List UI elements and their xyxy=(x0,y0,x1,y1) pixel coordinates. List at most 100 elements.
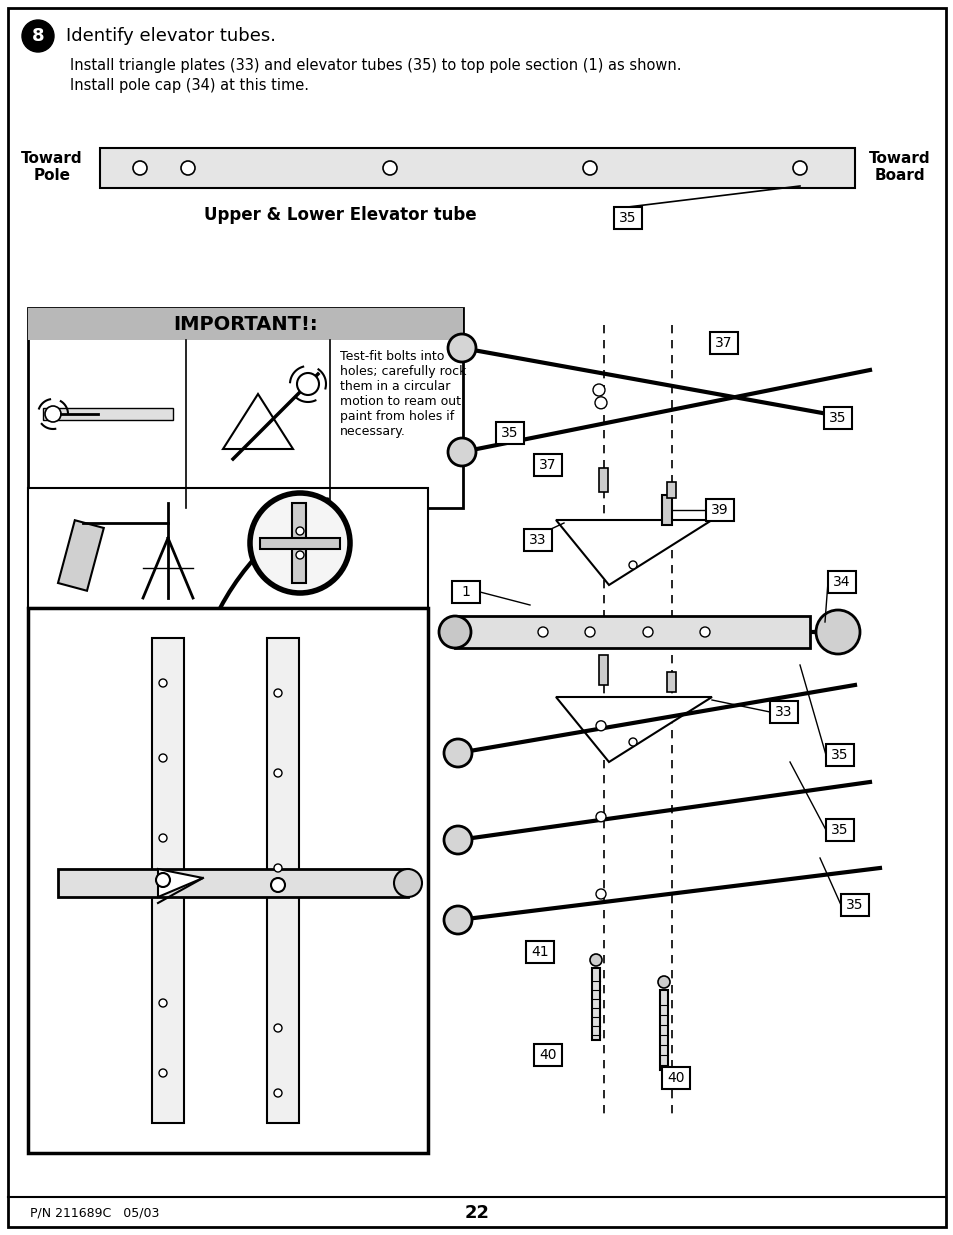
Circle shape xyxy=(159,834,167,842)
Text: 39: 39 xyxy=(710,503,728,517)
Text: 33: 33 xyxy=(529,534,546,547)
Text: 35: 35 xyxy=(845,898,862,911)
Circle shape xyxy=(271,878,285,892)
Text: Board: Board xyxy=(874,168,924,183)
Text: Toward: Toward xyxy=(868,151,930,165)
Circle shape xyxy=(593,384,604,396)
Text: P/N 211689C   05/03: P/N 211689C 05/03 xyxy=(30,1207,159,1219)
Bar xyxy=(28,488,428,608)
Text: 40: 40 xyxy=(666,1071,684,1086)
Bar xyxy=(598,655,607,685)
Bar xyxy=(598,468,607,492)
Circle shape xyxy=(595,396,606,409)
Circle shape xyxy=(181,161,194,175)
Bar xyxy=(455,616,809,648)
Text: 40: 40 xyxy=(538,1049,557,1062)
Circle shape xyxy=(438,616,471,648)
Circle shape xyxy=(159,755,167,762)
Circle shape xyxy=(274,1024,282,1032)
FancyBboxPatch shape xyxy=(534,454,561,475)
Text: Identify elevator tubes.: Identify elevator tubes. xyxy=(66,27,275,44)
FancyBboxPatch shape xyxy=(496,422,523,445)
Text: Install pole cap (34) at this time.: Install pole cap (34) at this time. xyxy=(70,78,309,93)
FancyBboxPatch shape xyxy=(614,207,641,228)
Bar xyxy=(100,148,854,188)
Bar xyxy=(28,308,462,340)
Bar xyxy=(58,869,408,897)
Text: 37: 37 xyxy=(715,336,732,350)
Circle shape xyxy=(296,373,318,395)
FancyBboxPatch shape xyxy=(525,941,554,963)
Bar xyxy=(58,520,104,590)
FancyBboxPatch shape xyxy=(523,529,552,551)
FancyBboxPatch shape xyxy=(534,1044,561,1066)
Circle shape xyxy=(394,869,421,897)
Text: 41: 41 xyxy=(531,945,548,960)
Bar xyxy=(592,968,599,1040)
Text: Toward: Toward xyxy=(21,151,83,165)
FancyBboxPatch shape xyxy=(661,1067,689,1089)
Circle shape xyxy=(159,1070,167,1077)
FancyBboxPatch shape xyxy=(452,580,479,603)
Bar xyxy=(661,495,671,525)
FancyBboxPatch shape xyxy=(823,408,851,429)
Bar xyxy=(666,482,676,498)
Polygon shape xyxy=(223,394,293,450)
Circle shape xyxy=(22,20,54,52)
Text: 35: 35 xyxy=(830,823,848,837)
Bar xyxy=(43,408,172,420)
Text: 35: 35 xyxy=(500,426,518,440)
Circle shape xyxy=(443,739,472,767)
Circle shape xyxy=(382,161,396,175)
Bar xyxy=(28,308,462,508)
Circle shape xyxy=(156,873,170,887)
Text: 35: 35 xyxy=(618,211,636,225)
Circle shape xyxy=(132,161,147,175)
Circle shape xyxy=(589,953,601,966)
Circle shape xyxy=(274,769,282,777)
Circle shape xyxy=(443,826,472,853)
Circle shape xyxy=(274,1089,282,1097)
Text: 34: 34 xyxy=(832,576,850,589)
Polygon shape xyxy=(556,520,711,585)
Circle shape xyxy=(628,561,637,569)
Text: Install triangle plates (33) and elevator tubes (35) to top pole section (1) as : Install triangle plates (33) and elevato… xyxy=(70,58,680,73)
FancyBboxPatch shape xyxy=(825,819,853,841)
Circle shape xyxy=(792,161,806,175)
Circle shape xyxy=(596,721,605,731)
Text: 8: 8 xyxy=(31,27,44,44)
Circle shape xyxy=(582,161,597,175)
FancyBboxPatch shape xyxy=(705,499,733,521)
FancyBboxPatch shape xyxy=(841,894,868,916)
Text: 37: 37 xyxy=(538,458,557,472)
Bar xyxy=(659,990,667,1070)
Circle shape xyxy=(700,627,709,637)
Circle shape xyxy=(658,976,669,988)
Bar xyxy=(267,638,298,1123)
Circle shape xyxy=(159,679,167,687)
Circle shape xyxy=(596,811,605,821)
Bar xyxy=(28,608,428,1153)
Circle shape xyxy=(45,406,61,422)
Circle shape xyxy=(274,689,282,697)
Bar xyxy=(666,672,676,692)
FancyBboxPatch shape xyxy=(825,743,853,766)
Circle shape xyxy=(274,864,282,872)
Text: 35: 35 xyxy=(828,411,846,425)
Text: 33: 33 xyxy=(775,705,792,719)
Circle shape xyxy=(642,627,652,637)
Circle shape xyxy=(628,739,637,746)
Bar xyxy=(260,538,339,550)
Circle shape xyxy=(448,333,476,362)
Circle shape xyxy=(815,610,859,655)
Text: IMPORTANT!:: IMPORTANT!: xyxy=(173,315,317,333)
Bar xyxy=(152,638,184,1123)
Circle shape xyxy=(584,627,595,637)
Circle shape xyxy=(448,438,476,466)
Polygon shape xyxy=(158,869,203,897)
FancyBboxPatch shape xyxy=(769,701,797,722)
Text: Upper & Lower Elevator tube: Upper & Lower Elevator tube xyxy=(204,206,476,224)
Circle shape xyxy=(159,999,167,1007)
Circle shape xyxy=(250,493,350,593)
Text: 22: 22 xyxy=(464,1204,489,1221)
